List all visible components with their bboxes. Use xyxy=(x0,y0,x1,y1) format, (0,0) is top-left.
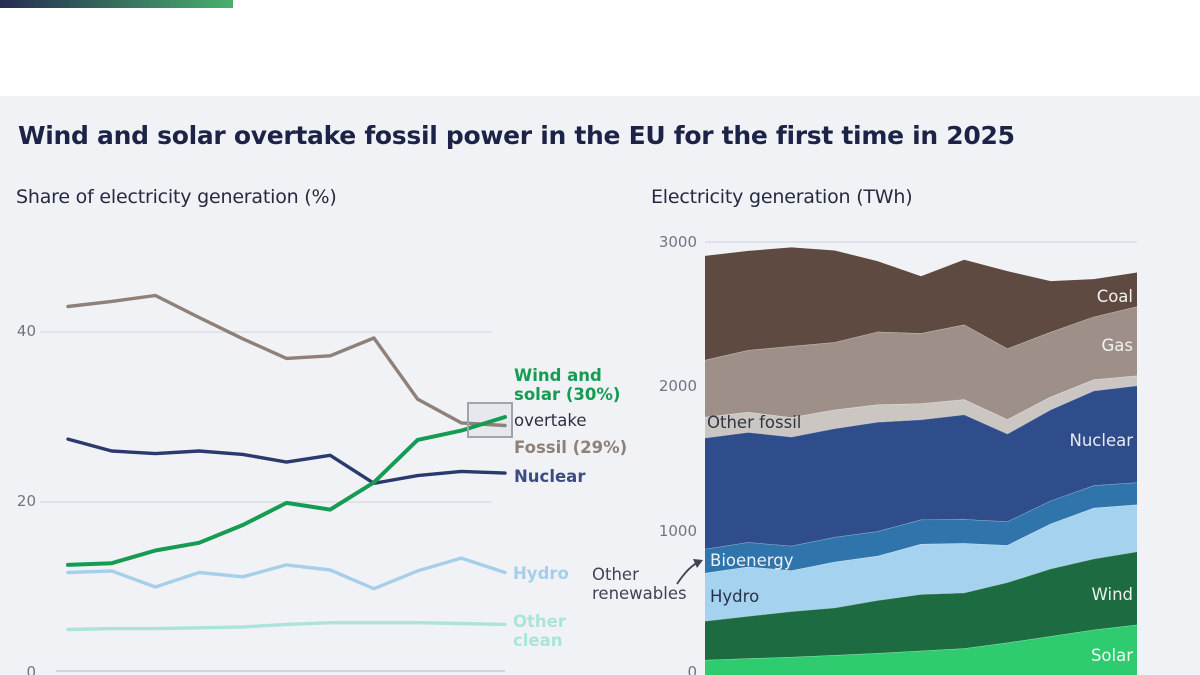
overtake-annotation: overtake xyxy=(514,411,587,430)
hydro-area xyxy=(705,504,1137,621)
coal-band-label: Coal xyxy=(1096,287,1133,306)
nuclear-series-label: Nuclear xyxy=(514,467,586,486)
left-ytick-40: 40 xyxy=(16,322,36,340)
right-ytick-2000: 2000 xyxy=(658,377,697,395)
other-clean-line xyxy=(66,621,507,632)
hydro-line xyxy=(66,556,507,591)
wind-and-solar-line xyxy=(66,415,507,567)
wind-area xyxy=(705,551,1137,660)
solar-area xyxy=(705,624,1137,675)
right-ytick-1000: 1000 xyxy=(658,522,697,540)
left-ytick-0: 0 xyxy=(26,663,36,675)
other-fossil-band-label: Other fossil xyxy=(707,413,802,432)
page-title: Wind and solar overtake fossil power in … xyxy=(18,121,1015,150)
wind-band-label: Wind xyxy=(1091,585,1133,604)
bioenergy-band-label: Bioenergy xyxy=(710,551,794,570)
wind-solar-series-label: Wind and solar (30%) xyxy=(514,366,621,405)
gas-area xyxy=(705,306,1137,420)
other-renewables-annotation: Other renewables xyxy=(592,565,687,604)
fossil-series-label: Fossil (29%) xyxy=(514,438,628,457)
gas-band-label: Gas xyxy=(1101,336,1134,355)
right-ytick-3000: 3000 xyxy=(658,233,697,251)
hydro-series-label: Hydro xyxy=(513,564,569,583)
nuclear-area xyxy=(705,385,1137,549)
nuclear-band-label: Nuclear xyxy=(1069,431,1133,450)
other-renewables-arrowhead xyxy=(693,559,703,568)
other-fossil-area xyxy=(705,375,1137,438)
left-chart-title: Share of electricity generation (%) xyxy=(16,186,337,208)
fossil-line xyxy=(66,293,507,428)
right-ytick-0: 0 xyxy=(687,663,697,675)
crossover-box xyxy=(467,402,513,438)
right-chart-title: Electricity generation (TWh) xyxy=(651,186,913,208)
bioenergy-area xyxy=(705,482,1137,573)
hydro-band-label: Hydro xyxy=(710,587,760,606)
left-ytick-20: 20 xyxy=(16,492,36,510)
nuclear-line xyxy=(66,437,507,485)
other-clean-series-label: Other clean xyxy=(513,612,566,651)
coal-area xyxy=(705,247,1137,360)
brand-accent-bar xyxy=(0,0,233,8)
solar-band-label: Solar xyxy=(1090,646,1133,665)
